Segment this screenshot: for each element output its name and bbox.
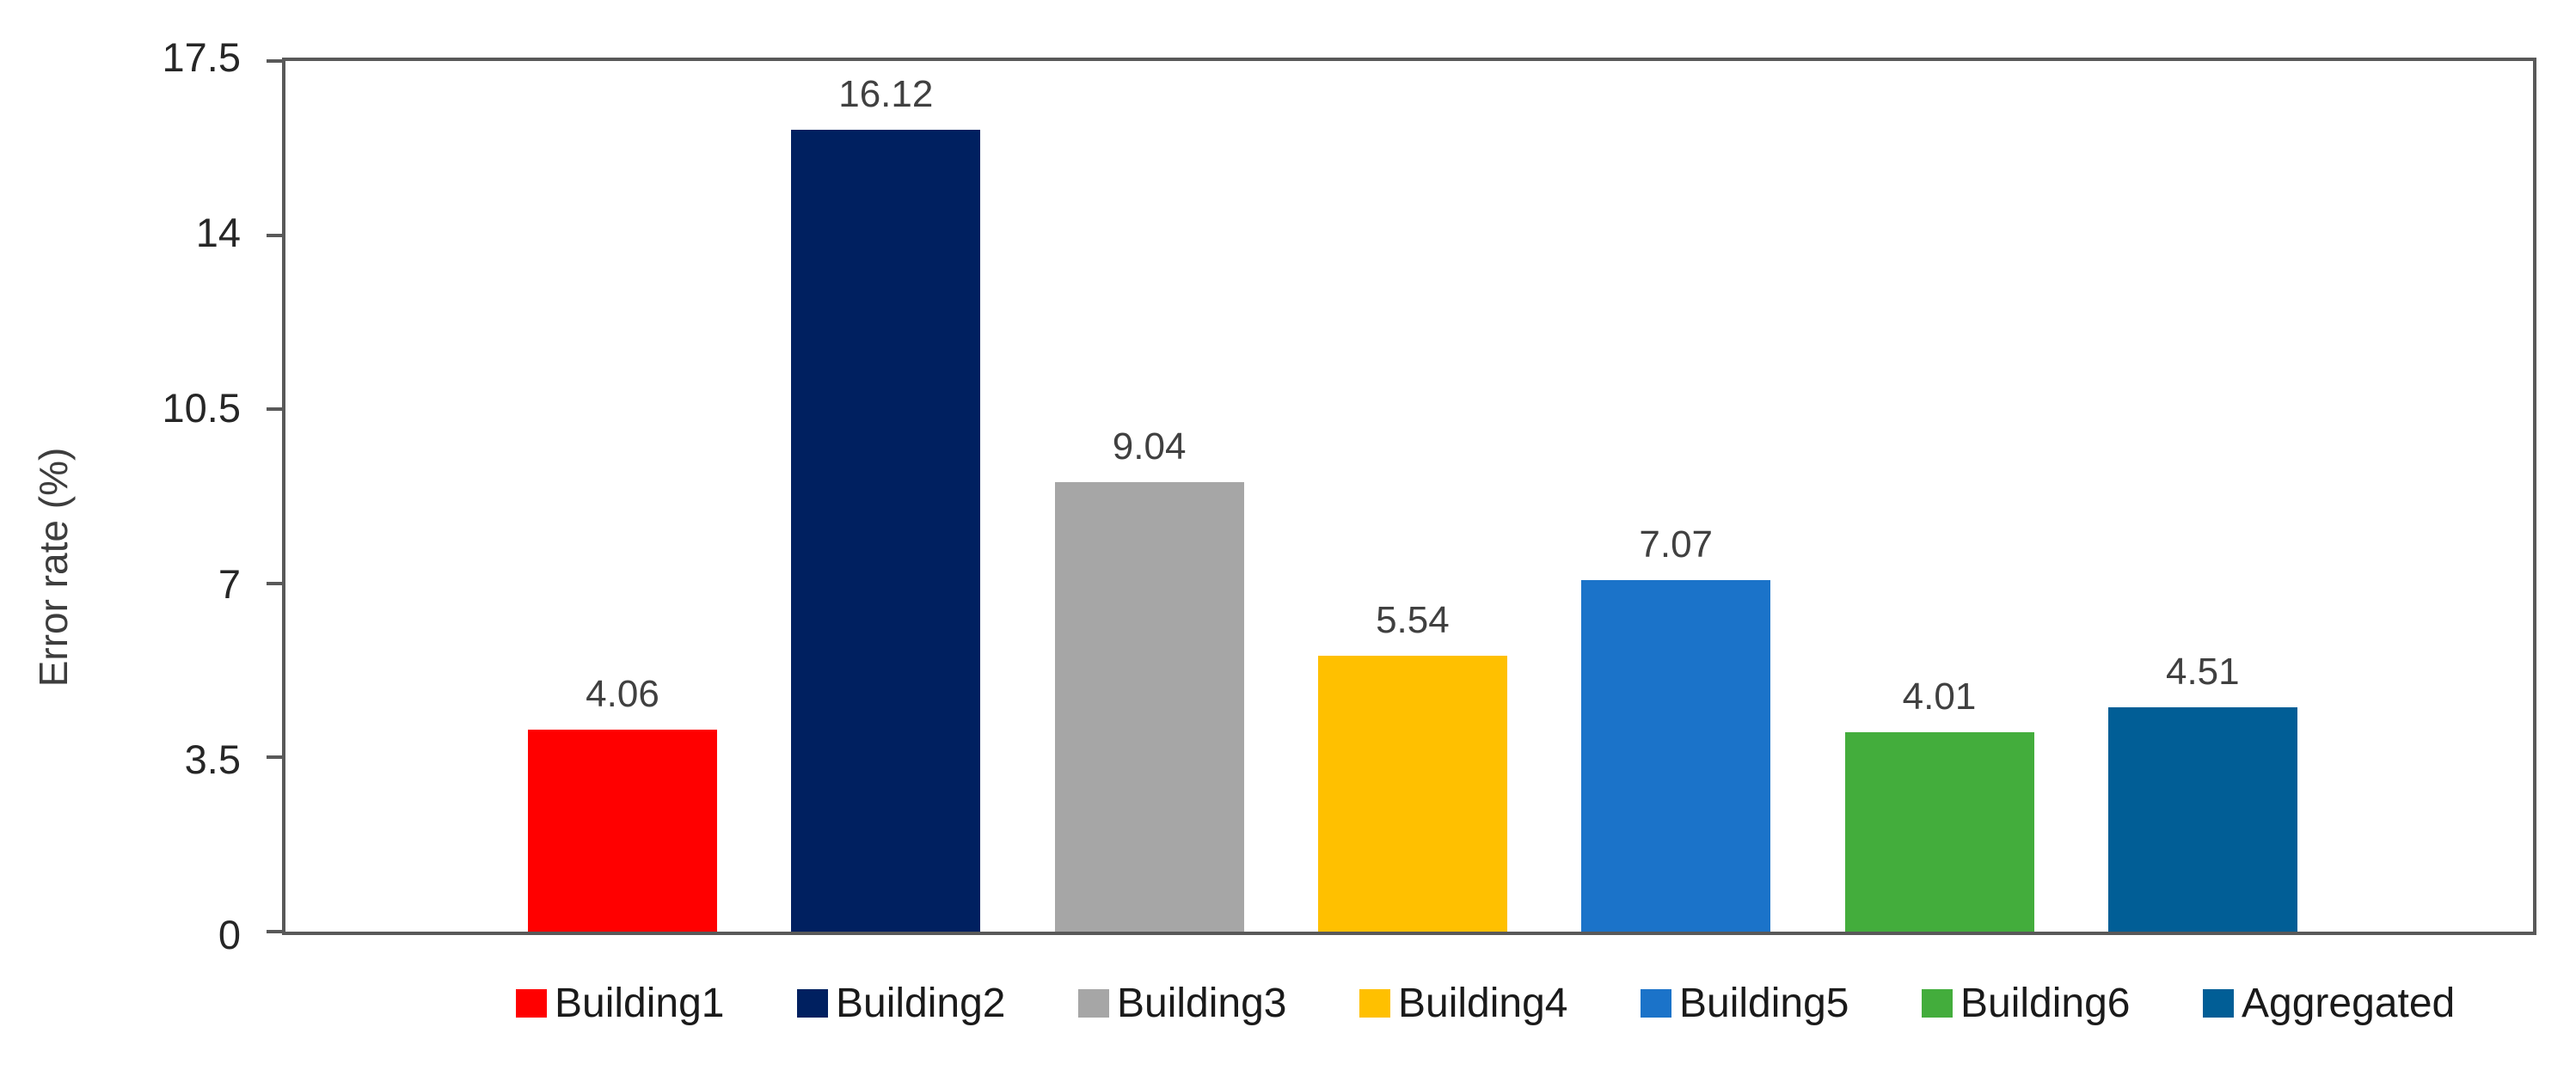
y-tick-label: 14 (195, 210, 241, 256)
bar-building4 (1317, 656, 1507, 932)
legend-swatch-icon (2203, 989, 2234, 1018)
legend-label: Aggregated (2242, 981, 2456, 1026)
legend-label: Building1 (555, 981, 725, 1026)
y-tick-mark (267, 407, 285, 412)
chart-legend: Building1 Building2 Building3 Building4 Buil… (516, 980, 2484, 1027)
bar-value-label-building6: 4.01 (1902, 675, 1977, 718)
y-tick-mark (267, 930, 285, 933)
legend-label: Building6 (1960, 981, 2131, 1026)
legend-item-building3: Building3 (1078, 980, 1359, 1027)
bar-building5 (1581, 579, 1771, 932)
y-tick-label: 10.5 (162, 385, 241, 431)
y-tick-label: 17.5 (162, 34, 241, 80)
bar-building6 (1844, 731, 2034, 932)
bar-building2 (791, 129, 981, 932)
bar-value-label-building3: 9.04 (1112, 425, 1187, 468)
legend-swatch-icon (516, 989, 547, 1018)
y-tick-label: 7 (218, 560, 241, 607)
legend-item-building5: Building5 (1641, 980, 1922, 1027)
legend-label: Building4 (1398, 981, 1568, 1026)
y-tick-mark (267, 755, 285, 760)
legend-item-building4: Building4 (1359, 980, 1641, 1027)
y-tick-mark (267, 581, 285, 585)
legend-swatch-icon (797, 989, 828, 1018)
legend-label: Building2 (836, 981, 1006, 1026)
bar-value-label-building2: 16.12 (838, 72, 934, 115)
bar-building3 (1054, 481, 1244, 932)
legend-swatch-icon (1078, 989, 1109, 1018)
y-tick-label: 0 (218, 912, 241, 957)
bar-value-label-building4: 5.54 (1376, 599, 1450, 642)
bar-value-label-building1: 4.06 (586, 672, 659, 715)
legend-label: Building5 (1679, 981, 1849, 1026)
bar-building1 (528, 729, 717, 932)
legend-item-building1: Building1 (516, 980, 797, 1027)
legend-item-building2: Building2 (797, 980, 1078, 1027)
legend-swatch-icon (1641, 989, 1671, 1018)
y-tick-mark (267, 59, 285, 63)
legend-item-aggregated: Aggregated (2203, 980, 2484, 1027)
bar-value-label-aggregated: 4.51 (2165, 650, 2240, 693)
y-tick-mark (267, 233, 285, 237)
y-tick-label: 3.5 (184, 736, 241, 782)
legend-swatch-icon (1359, 989, 1390, 1018)
bar-value-label-building5: 7.07 (1639, 523, 1714, 566)
bar-aggregated (2107, 706, 2297, 932)
legend-item-building6: Building6 (1922, 980, 2203, 1027)
legend-label: Building3 (1117, 981, 1287, 1026)
plot-area: 4.06 16.12 9.04 5.54 7.07 4.01 4.51 (267, 58, 2536, 935)
legend-swatch-icon (1922, 989, 1953, 1018)
